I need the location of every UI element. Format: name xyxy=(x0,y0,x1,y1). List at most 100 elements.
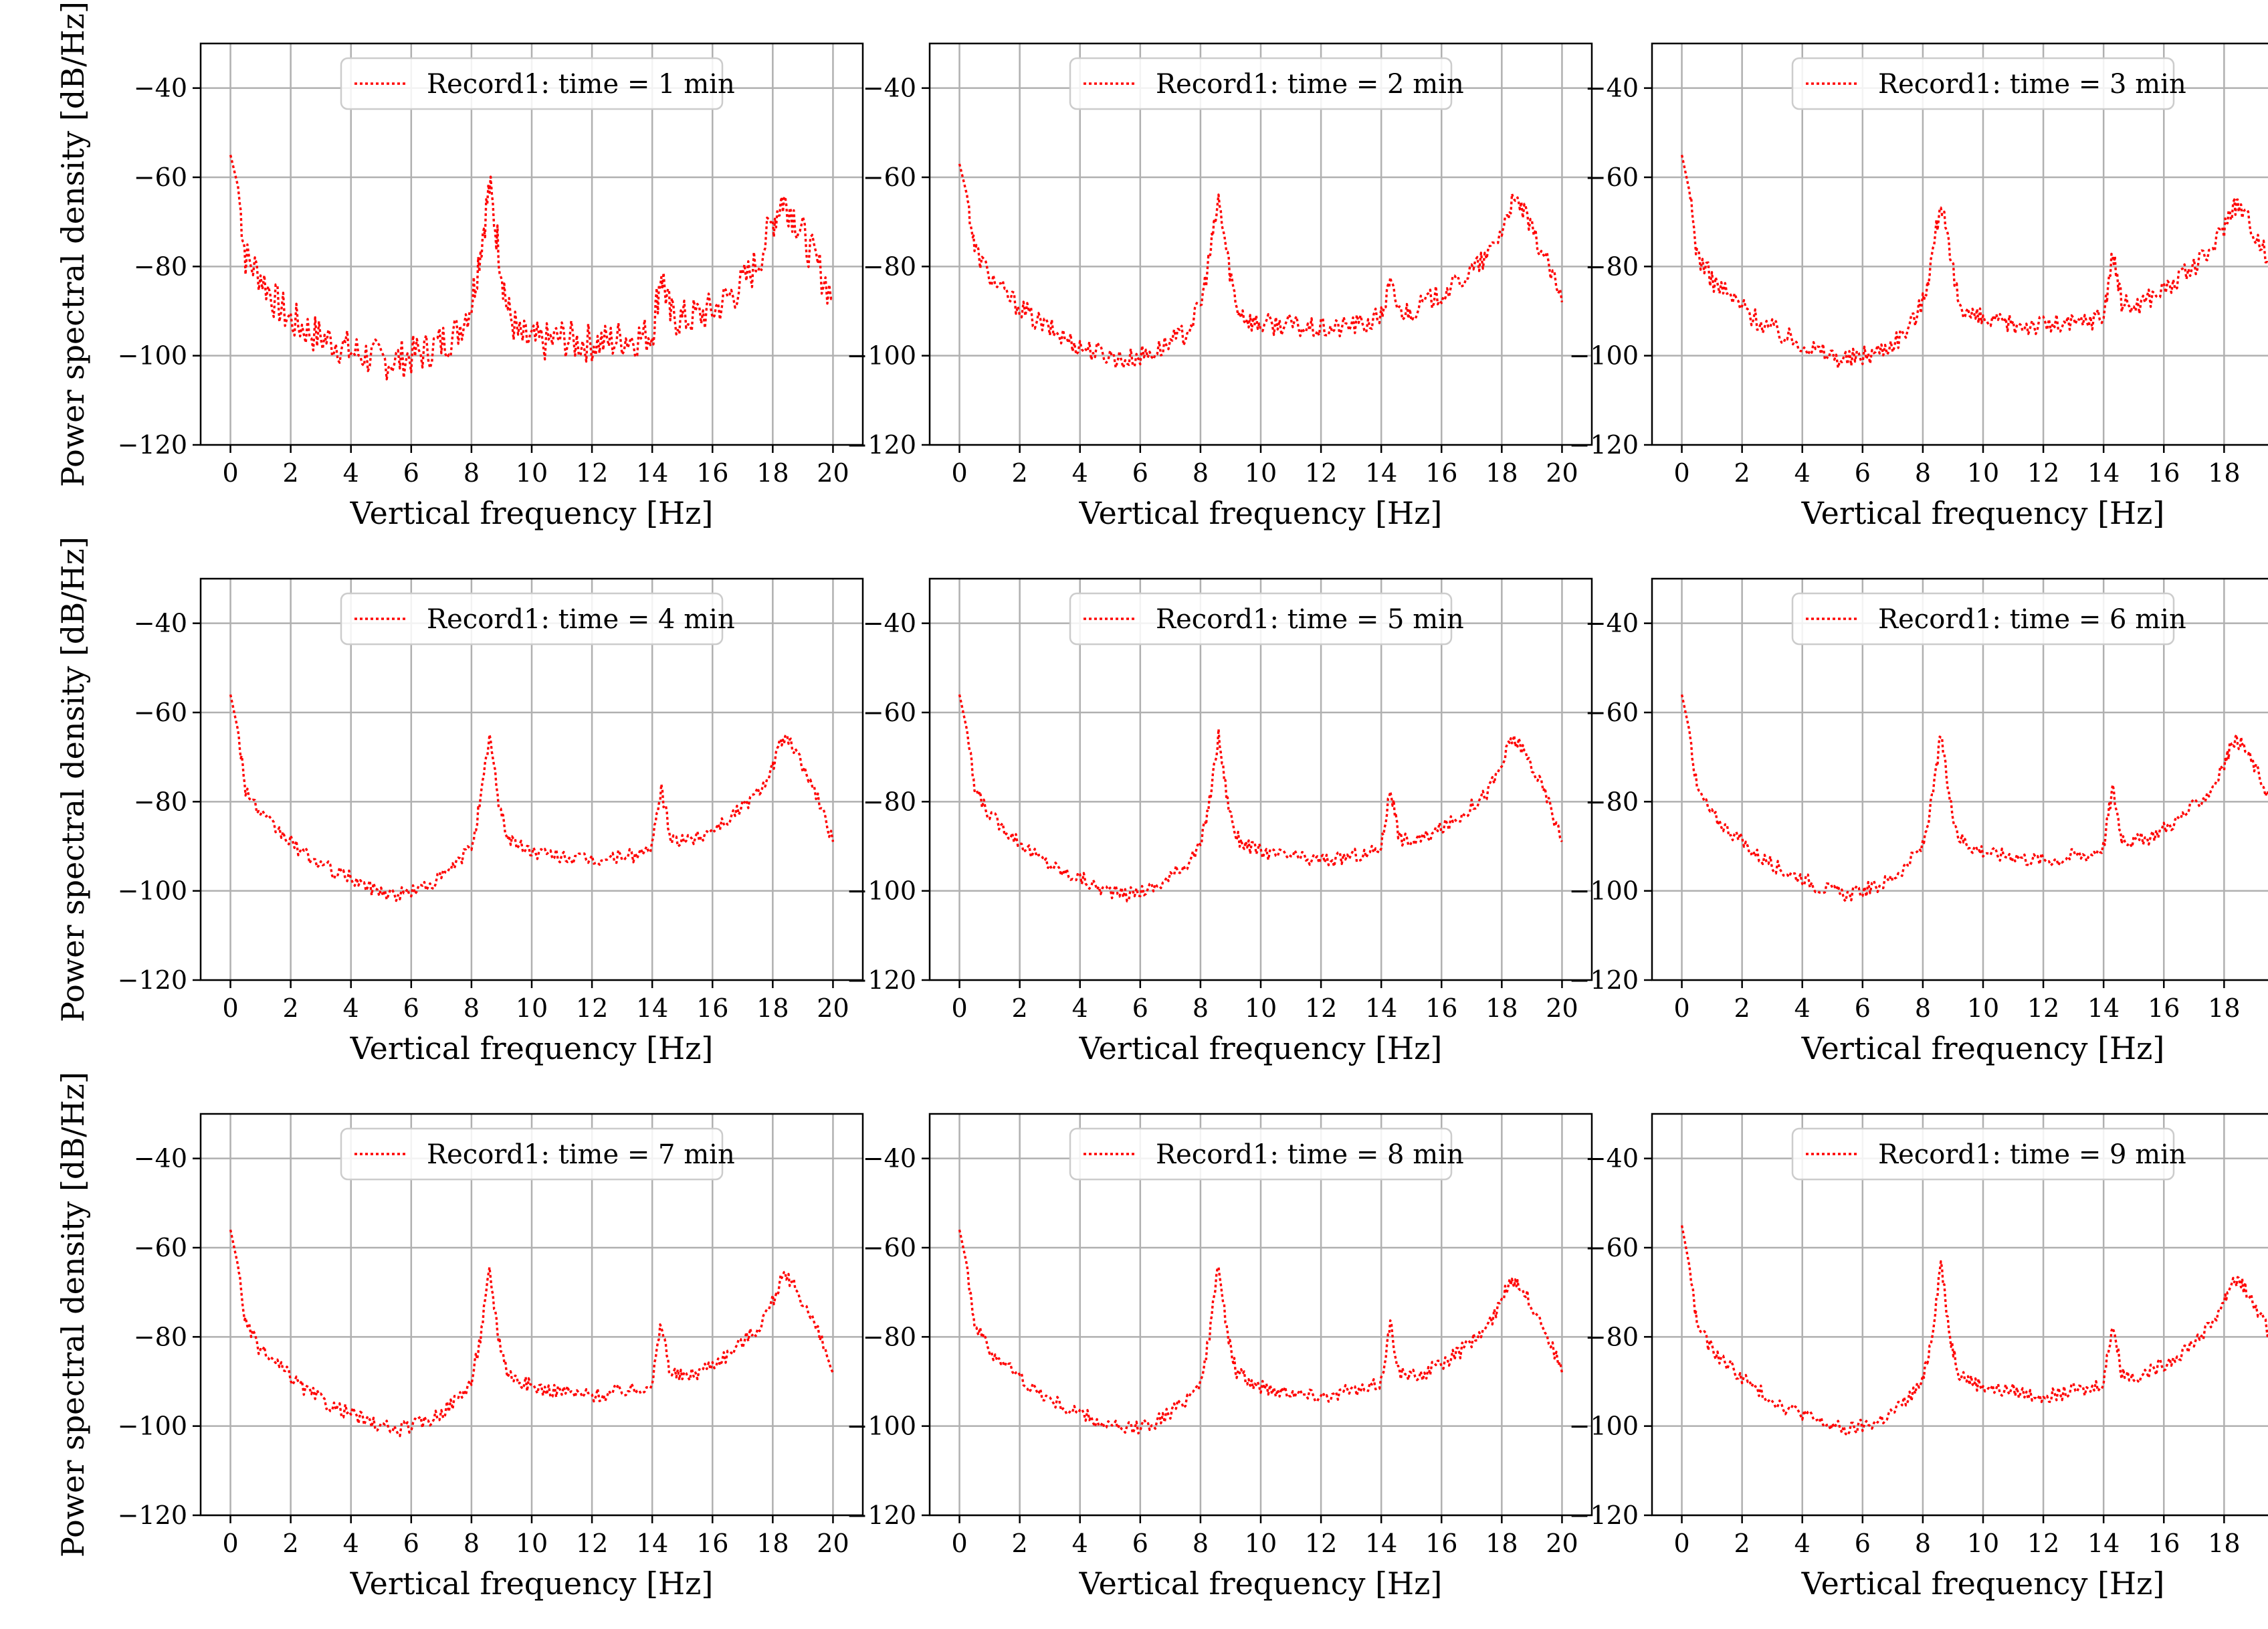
x-tick-label: 12 xyxy=(2027,1529,2059,1558)
x-tick-label: 10 xyxy=(516,458,548,488)
y-tick-label: −40 xyxy=(863,1144,916,1173)
x-axis-label: Vertical frequency [Hz] xyxy=(1801,495,2165,531)
x-tick-label: 4 xyxy=(1072,458,1088,488)
legend-box xyxy=(340,57,724,110)
x-tick-label: 16 xyxy=(1425,993,1457,1023)
x-tick-label: 20 xyxy=(1546,1529,1578,1558)
y-tick-label: −60 xyxy=(134,163,187,192)
subplot-4: 0 2 4 6 8 10 12 14 16 18 20 −120 −100 −80 −60 −40 Vertic… xyxy=(55,537,864,1066)
x-tick-label: 18 xyxy=(1485,458,1518,488)
x-tick-label: 6 xyxy=(1855,1529,1871,1558)
x-tick-label: 12 xyxy=(576,993,608,1023)
y-tick-label: −80 xyxy=(134,252,187,281)
psd-series-line xyxy=(1680,694,2268,903)
legend-label: Record1: time = 5 min xyxy=(1156,604,1464,635)
y-tick-label: −40 xyxy=(134,609,187,638)
x-tick-label: 10 xyxy=(1967,458,1999,488)
x-tick-label: 14 xyxy=(636,993,668,1023)
y-tick-label: −100 xyxy=(118,341,187,371)
x-axis-label: Vertical frequency [Hz] xyxy=(350,1030,714,1066)
x-tick-label: 16 xyxy=(696,1529,728,1558)
legend-box xyxy=(1069,57,1453,110)
x-tick-label: 0 xyxy=(1673,1529,1689,1558)
subplot-1: 0 2 4 6 8 10 12 14 16 18 20 −120 −100 −80 −60 −40 Vertic… xyxy=(55,1,864,531)
x-tick-label: 8 xyxy=(1193,1529,1209,1558)
x-tick-label: 2 xyxy=(1012,1529,1028,1558)
x-axis-label: Vertical frequency [Hz] xyxy=(1079,1030,1443,1066)
y-tick-label: −100 xyxy=(118,876,187,906)
x-tick-label: 8 xyxy=(463,458,480,488)
x-tick-label: 8 xyxy=(1915,1529,1931,1558)
x-tick-label: 2 xyxy=(1734,993,1750,1023)
x-tick-label: 10 xyxy=(1245,993,1277,1023)
x-tick-label: 16 xyxy=(2148,458,2180,488)
x-tick-label: 18 xyxy=(1485,993,1518,1023)
x-tick-label: 8 xyxy=(1193,458,1209,488)
legend-label: Record1: time = 9 min xyxy=(1878,1139,2186,1170)
x-tick-label: 20 xyxy=(817,1529,849,1558)
x-tick-label: 4 xyxy=(1794,458,1811,488)
x-tick-label: 4 xyxy=(343,1529,359,1558)
x-tick-label: 20 xyxy=(1546,993,1578,1023)
x-tick-label: 10 xyxy=(516,1529,548,1558)
x-tick-label: 6 xyxy=(1132,1529,1148,1558)
subplot-7: 0 2 4 6 8 10 12 14 16 18 20 −120 −100 −80 −60 −40 Vertic… xyxy=(55,1072,864,1602)
psd-series-line xyxy=(958,1229,1564,1435)
y-tick-label: −40 xyxy=(1585,74,1639,103)
x-tick-label: 6 xyxy=(403,458,419,488)
legend-box xyxy=(1791,592,2175,646)
x-tick-label: 4 xyxy=(1794,993,1811,1023)
y-tick-label: −100 xyxy=(1569,876,1639,906)
legend-label: Record1: time = 6 min xyxy=(1878,604,2186,635)
x-tick-label: 0 xyxy=(1673,993,1689,1023)
x-tick-label: 10 xyxy=(1967,1529,1999,1558)
x-tick-label: 16 xyxy=(1425,1529,1457,1558)
y-tick-label: −100 xyxy=(847,1412,916,1441)
x-tick-label: 14 xyxy=(636,1529,668,1558)
x-tick-label: 10 xyxy=(1967,993,1999,1023)
legend-label: Record1: time = 4 min xyxy=(427,604,735,635)
legend-box xyxy=(340,592,724,646)
x-tick-label: 0 xyxy=(1673,458,1689,488)
psd-series-line xyxy=(1680,1225,2268,1437)
legend-box xyxy=(1069,592,1453,646)
psd-series-line xyxy=(229,155,834,381)
subplot-3: 02468101214161820−120−100−80−60−40Vertic… xyxy=(1569,42,2268,531)
y-tick-label: −60 xyxy=(863,163,916,192)
x-tick-label: 12 xyxy=(1305,1529,1337,1558)
y-tick-label: −120 xyxy=(847,430,916,460)
y-tick-label: −120 xyxy=(118,1501,187,1530)
y-tick-label: −120 xyxy=(1569,430,1639,460)
x-tick-label: 14 xyxy=(1365,458,1397,488)
x-tick-label: 18 xyxy=(2208,993,2240,1023)
x-tick-label: 14 xyxy=(1365,993,1397,1023)
x-axis-label: Vertical frequency [Hz] xyxy=(350,1565,714,1602)
x-tick-label: 4 xyxy=(1794,1529,1811,1558)
x-tick-label: 14 xyxy=(2087,458,2120,488)
y-tick-label: −120 xyxy=(1569,965,1639,995)
y-tick-label: −40 xyxy=(1585,609,1639,638)
legend-box xyxy=(1791,1127,2175,1181)
x-axis-label: Vertical frequency [Hz] xyxy=(1079,495,1443,531)
y-tick-label: −80 xyxy=(1585,787,1639,816)
x-axis-label: Vertical frequency [Hz] xyxy=(1079,1565,1443,1602)
y-tick-label: −120 xyxy=(1569,1501,1639,1530)
y-tick-label: −40 xyxy=(1585,1144,1639,1173)
psd-series-line xyxy=(229,694,835,902)
x-tick-label: 8 xyxy=(1915,458,1931,488)
y-tick-label: −120 xyxy=(118,965,187,995)
x-tick-label: 18 xyxy=(756,1529,789,1558)
x-tick-label: 4 xyxy=(343,458,359,488)
y-tick-label: −40 xyxy=(863,74,916,103)
y-axis-label: Power spectral density [dB/Hz] xyxy=(55,537,91,1022)
y-tick-label: −120 xyxy=(847,965,916,995)
y-tick-label: −100 xyxy=(1569,341,1639,371)
x-tick-label: 0 xyxy=(222,1529,238,1558)
psd-series-line xyxy=(1680,155,2268,369)
x-tick-label: 20 xyxy=(817,458,849,488)
x-tick-label: 10 xyxy=(1245,458,1277,488)
x-tick-label: 6 xyxy=(403,1529,419,1558)
x-tick-label: 0 xyxy=(951,1529,967,1558)
x-tick-label: 2 xyxy=(1012,458,1028,488)
x-tick-label: 14 xyxy=(1365,1529,1397,1558)
